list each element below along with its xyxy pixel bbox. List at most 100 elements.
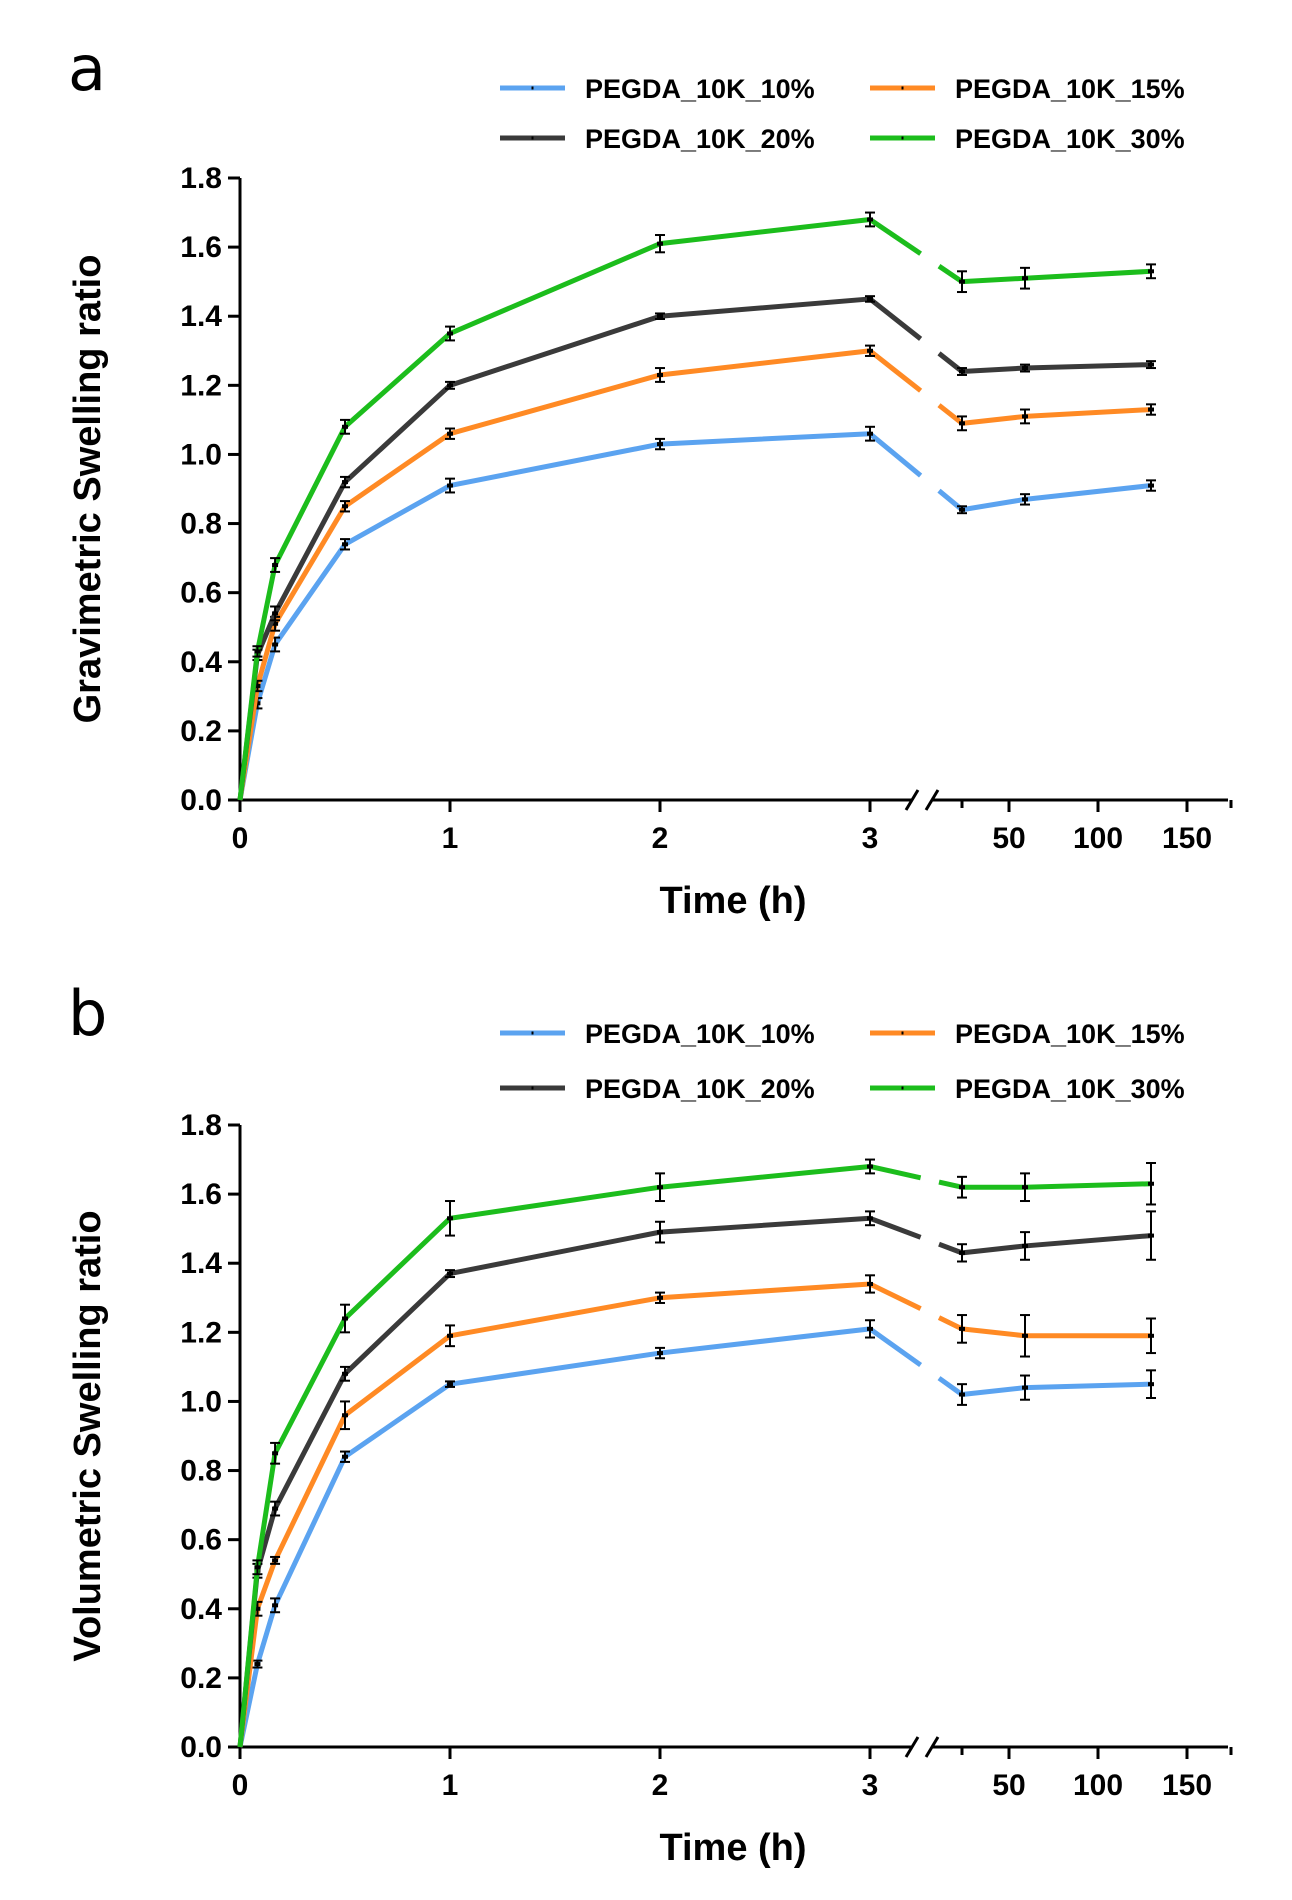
x-tick-label: 50 <box>992 822 1025 855</box>
data-point <box>340 538 350 551</box>
series-break-connector <box>868 296 923 341</box>
y-tick-label: 0.4 <box>180 646 222 679</box>
data-point <box>270 1500 281 1517</box>
y-axis-title: Gravimetric Swelling ratio <box>67 255 109 724</box>
data-marker <box>657 442 663 447</box>
y-tick-label: 1.2 <box>180 1316 222 1349</box>
data-point <box>1146 1369 1156 1399</box>
data-point <box>957 1175 967 1199</box>
data-point <box>1020 363 1030 373</box>
data-point <box>655 1291 665 1304</box>
data-marker <box>657 314 663 319</box>
data-marker <box>657 241 663 246</box>
legend-label: PEGDA_10K_15% <box>955 1019 1185 1049</box>
x-tick-label: 0 <box>232 822 249 855</box>
data-point <box>655 312 665 320</box>
data-point <box>340 475 350 489</box>
data-point <box>865 1274 875 1294</box>
axis-break-mark <box>924 1736 940 1758</box>
y-tick-label: 1.8 <box>180 1109 222 1142</box>
data-point <box>445 380 455 390</box>
data-point <box>1020 493 1030 506</box>
data-marker <box>447 331 453 336</box>
series-break-connector <box>938 1241 963 1256</box>
data-point <box>865 211 875 228</box>
panel-letter: a <box>68 32 106 105</box>
data-marker <box>657 1351 663 1356</box>
data-point <box>1020 1172 1030 1203</box>
data-marker <box>254 1606 261 1611</box>
data-marker <box>1022 1385 1028 1390</box>
y-tick-label: 0.4 <box>180 1593 222 1626</box>
data-point <box>655 1220 665 1244</box>
x-tick-label: 1 <box>442 822 459 855</box>
data-marker <box>254 701 261 706</box>
data-marker <box>657 1230 663 1235</box>
y-tick-label: 0.6 <box>180 577 222 610</box>
legend-entry: PEGDA_10K_10% <box>500 74 815 104</box>
series-PEGDA_10K_10% <box>237 1319 1156 1748</box>
axis-break-mark <box>924 789 940 811</box>
data-point <box>655 367 665 383</box>
data-point <box>957 270 967 294</box>
y-tick-label: 1.4 <box>180 300 222 333</box>
data-point <box>957 1314 967 1344</box>
x-tick-label: 100 <box>1073 1769 1123 1802</box>
series-PEGDA_10K_30% <box>237 211 1156 801</box>
x-tick-label: 2 <box>652 822 669 855</box>
data-marker <box>1148 407 1154 412</box>
data-marker <box>447 383 453 388</box>
data-marker <box>1022 366 1028 371</box>
x-tick-label: 150 <box>1162 822 1212 855</box>
x-tick-label: 150 <box>1162 1769 1212 1802</box>
data-point <box>1020 1314 1030 1358</box>
data-point <box>252 1559 263 1576</box>
data-point <box>865 295 875 303</box>
legend-entry: PEGDA_10K_20% <box>500 1074 815 1104</box>
data-marker <box>272 1506 279 1511</box>
data-point <box>1146 1317 1156 1355</box>
data-point <box>957 415 967 432</box>
data-marker <box>342 504 348 509</box>
series-line <box>961 407 1152 426</box>
data-point <box>1020 266 1030 290</box>
series-line <box>961 1326 1151 1339</box>
axis-break-mark <box>904 789 920 811</box>
data-point <box>445 427 455 440</box>
data-marker <box>342 480 348 485</box>
data-marker <box>1148 269 1154 274</box>
y-tick-label: 0.0 <box>180 784 222 817</box>
data-point <box>655 1172 665 1203</box>
data-marker <box>342 424 348 429</box>
data-marker <box>254 649 261 654</box>
data-marker <box>959 507 965 512</box>
data-marker <box>657 1295 663 1300</box>
data-marker <box>1022 1243 1028 1248</box>
data-marker <box>1022 414 1028 419</box>
data-marker <box>867 1326 873 1331</box>
legend-label: PEGDA_10K_20% <box>585 1074 815 1104</box>
data-point <box>1146 479 1156 492</box>
data-marker <box>1022 276 1028 281</box>
data-point <box>957 1383 967 1406</box>
data-point <box>1146 403 1156 416</box>
data-marker <box>254 683 261 688</box>
data-point <box>445 1324 455 1348</box>
series-line <box>237 1281 871 1748</box>
x-tick-label: 3 <box>862 822 879 855</box>
data-marker <box>1148 483 1154 488</box>
x-axis-title: Time (h) <box>659 1827 806 1869</box>
data-point <box>1146 1162 1156 1206</box>
y-tick-label: 1.8 <box>180 162 222 195</box>
y-tick-label: 1.0 <box>180 1385 222 1418</box>
data-marker <box>867 1216 873 1221</box>
data-point <box>445 1200 455 1237</box>
data-point <box>1146 1210 1156 1261</box>
data-point <box>865 1319 875 1339</box>
data-marker <box>1022 1333 1028 1338</box>
data-point <box>865 1210 875 1227</box>
series-PEGDA_10K_15% <box>237 1274 1156 1748</box>
series-break-connector <box>937 403 964 426</box>
y-tick-label: 0.2 <box>180 1662 222 1695</box>
